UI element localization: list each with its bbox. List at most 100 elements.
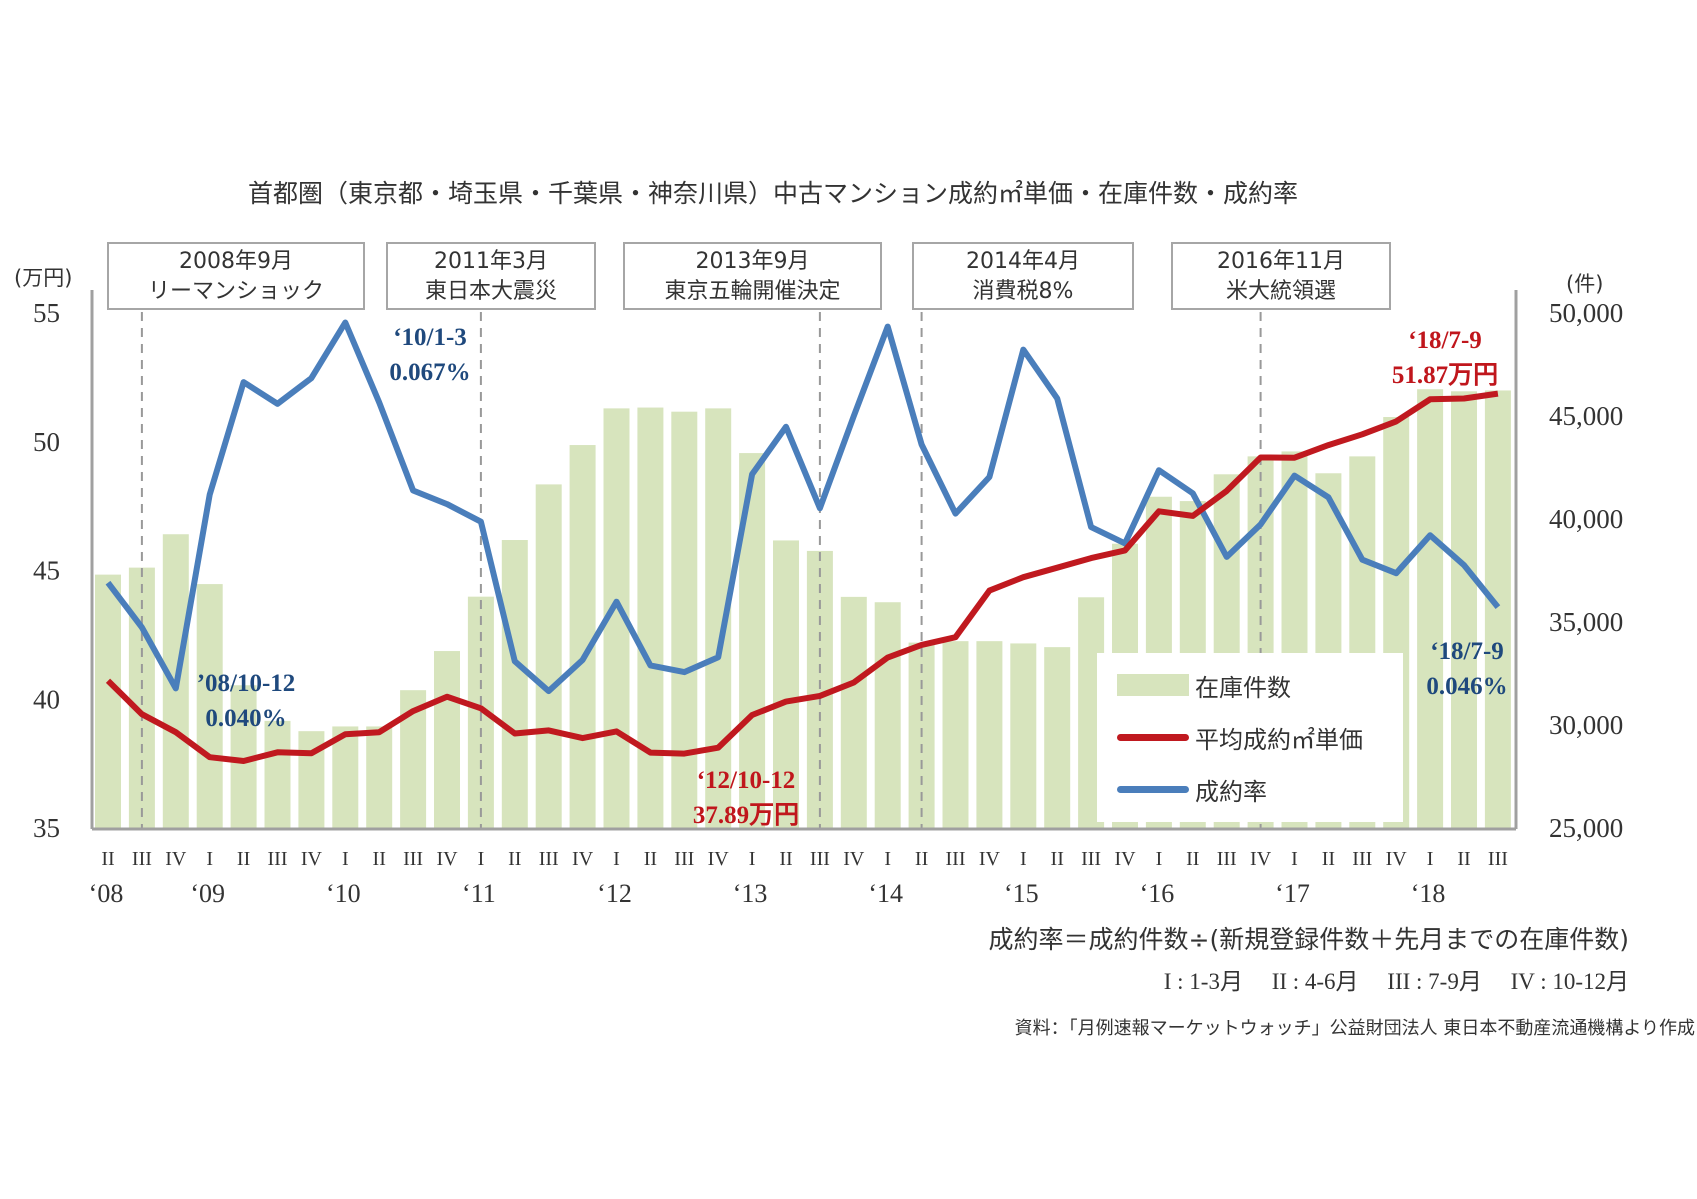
quarter-tick-label: I (206, 848, 213, 870)
year-tick-label: ‘17 (1275, 879, 1310, 908)
quarter-tick-label: III (674, 848, 694, 870)
legend-label: 成約率 (1195, 777, 1267, 806)
quarter-tick-label: I (1020, 848, 1027, 870)
annotation-period: ‘18/7-9 (1430, 638, 1504, 665)
year-tick-label: ‘09 (190, 879, 225, 908)
inventory-bar (1417, 389, 1444, 828)
year-tick-label: ‘12 (597, 879, 632, 908)
inventory-bar (671, 411, 698, 828)
event-box-earthquake: 2011年3月 東日本大震災 (386, 242, 596, 310)
year-tick-label: ‘18 (1411, 879, 1446, 908)
event-label: 東京五輪開催決定 (664, 279, 841, 304)
inventory-bar (976, 641, 1003, 828)
annotation-period: ‘18/7-9 (1408, 327, 1482, 354)
year-tick-label: ‘11 (462, 879, 496, 908)
inventory-bar (95, 574, 121, 828)
event-label: 東日本大震災 (424, 279, 557, 304)
right-tick-label: 30,000 (1549, 710, 1623, 740)
quarter-tick-label: IV (979, 848, 1001, 870)
inventory-bar (942, 641, 969, 828)
quarter-tick-label: IV (1114, 848, 1136, 870)
quarter-tick-label: IV (843, 848, 865, 870)
annotation-price-latest: ‘18/7-9 51.87万円 (1392, 323, 1498, 393)
quarter-tick-label: III (403, 848, 423, 870)
formula-note: 成約率＝成約件数÷(新規登録件数＋先月までの在庫件数) (988, 925, 1629, 954)
quarter-tick-label: II (1186, 848, 1199, 870)
right-tick-label: 35,000 (1549, 607, 1623, 637)
annotation-value: 37.89万円 (692, 802, 800, 829)
annotation-value: 0.046% (1426, 673, 1508, 700)
inventory-bar (874, 602, 901, 828)
quarter-tick-label: I (1291, 848, 1298, 870)
quarter-tick-label: I (884, 848, 891, 870)
legend-swatch-line (1117, 785, 1189, 793)
quarter-tick-label: I (1427, 848, 1434, 870)
left-tick-label: 40 (33, 684, 60, 714)
right-axis-unit: (件) (1566, 272, 1604, 296)
inventory-bar (1010, 643, 1037, 828)
year-tick-label: ‘16 (1140, 879, 1175, 908)
event-label: 消費税8% (972, 279, 1074, 304)
chart-title: 首都圏（東京都・埼玉県・千葉県・神奈川県）中古マンション成約㎡単価・在庫件数・成… (247, 179, 1298, 208)
quarter-tick-label: I (749, 848, 756, 870)
inventory-bar (1451, 391, 1477, 828)
right-tick-label: 25,000 (1549, 813, 1623, 843)
left-axis-unit: (万円) (14, 266, 73, 290)
event-box-us-election: 2016年11月 米大統領選 (1171, 242, 1391, 310)
inventory-bar (434, 651, 460, 828)
right-tick-label: 45,000 (1549, 401, 1623, 431)
quarter-note: I : 1-3月 II : 4-6月 III : 7-9月 IV : 10-12… (1163, 969, 1629, 994)
quarter-tick-label: III (810, 848, 830, 870)
source-note: 資料：「月例速報マーケットウォッチ」公益財団法人 東日本不動産流通機構より作成 (1014, 1018, 1695, 1039)
event-box-consumption-tax: 2014年4月 消費税8% (912, 242, 1134, 310)
quarter-tick-label: II (101, 848, 114, 870)
event-box-lehman: 2008年9月 リーマンショック (107, 242, 365, 310)
inventory-bar (332, 726, 359, 828)
quarter-tick-label: IV (301, 848, 323, 870)
event-date: 2011年3月 (434, 249, 548, 274)
quarter-tick-label: III (1488, 848, 1508, 870)
event-box-olympics: 2013年9月 東京五輪開催決定 (623, 242, 882, 310)
inventory-bar (1044, 647, 1071, 828)
right-tick-label: 50,000 (1549, 298, 1623, 328)
legend-label: 平均成約㎡単価 (1195, 725, 1363, 754)
left-tick-label: 45 (33, 556, 60, 586)
inventory-bar (501, 540, 528, 828)
quarter-tick-label: I (478, 848, 485, 870)
quarter-tick-label: I (342, 848, 349, 870)
quarter-tick-label: II (1322, 848, 1335, 870)
legend-item-rate: 成約率 (1117, 769, 1267, 809)
inventory-bar (840, 596, 867, 828)
quarter-tick-label: IV (1250, 848, 1272, 870)
inventory-bar (1484, 390, 1511, 828)
legend-swatch-bar (1117, 674, 1189, 696)
annotation-rate-latest: ‘18/7-9 0.046% (1426, 634, 1507, 704)
annotation-value: 0.040% (205, 705, 287, 732)
quarter-tick-label: IV (572, 848, 594, 870)
event-date: 2014年4月 (966, 249, 1080, 274)
year-tick-label: ‘15 (1004, 879, 1039, 908)
inventory-bar (773, 540, 799, 828)
inventory-bar (569, 445, 596, 828)
quarter-tick-label: III (1217, 848, 1237, 870)
event-date: 2013年9月 (695, 249, 810, 274)
annotation-period: ‘12/10-12 (696, 767, 796, 794)
annotation-value: 51.87万円 (1391, 362, 1499, 389)
quarter-tick-label: II (1051, 848, 1064, 870)
price-line (105, 390, 1499, 764)
legend-label: 在庫件数 (1195, 673, 1291, 702)
event-date: 2016年11月 (1217, 249, 1345, 274)
quarter-tick-label: II (1457, 848, 1470, 870)
annotation-price-low: ‘12/10-12 37.89万円 (693, 763, 799, 833)
annotation-value: 0.067% (389, 359, 471, 386)
inventory-bar (366, 726, 393, 828)
annotation-period: ‘10/1-3 (393, 324, 467, 351)
quarter-tick-label: II (779, 848, 792, 870)
event-date: 2008年9月 (179, 249, 293, 274)
inventory-bar (264, 720, 291, 828)
quarter-tick-label: I (1156, 848, 1163, 870)
quarter-tick-label: II (237, 848, 250, 870)
quarter-tick-label: III (539, 848, 559, 870)
